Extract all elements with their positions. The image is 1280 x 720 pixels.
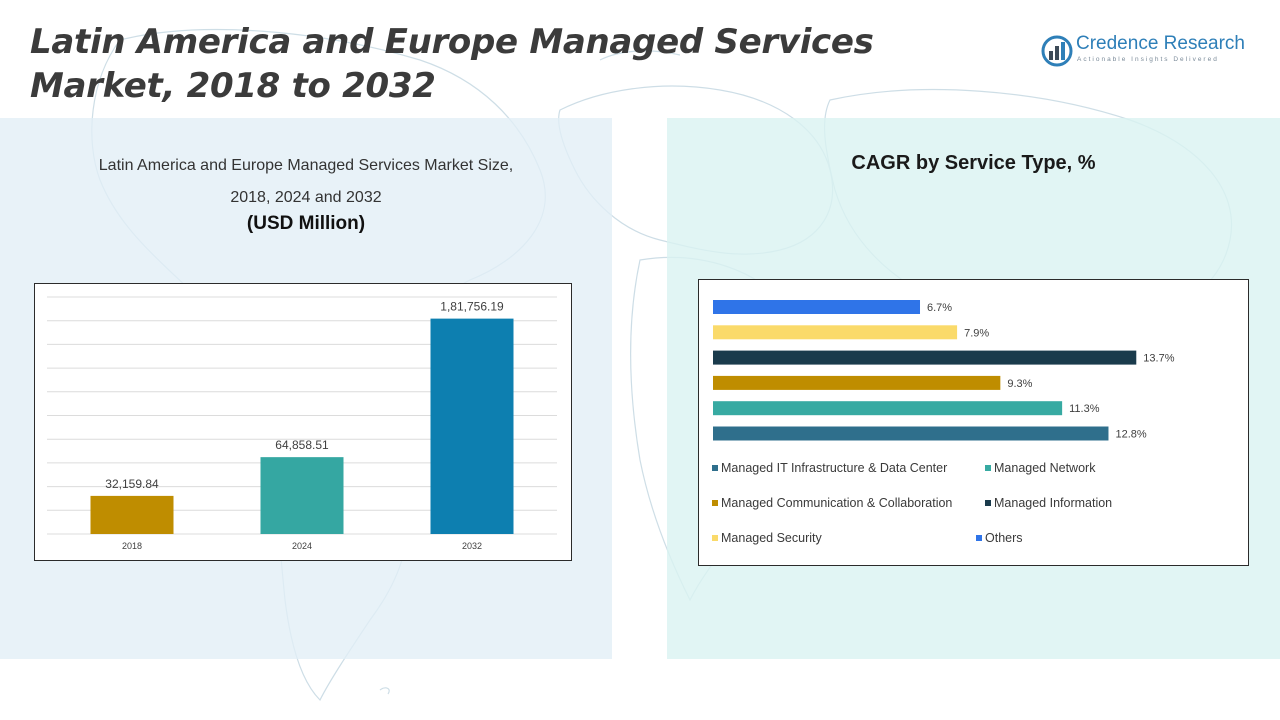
legend-label-managed-info: Managed Information [994, 496, 1113, 510]
hbar-value-label-managed-network: 11.3% [1069, 403, 1100, 415]
cagr-horizontal-bar-chart: 6.7% 7.9% 13.7% 9.3% 11.3% 12.8% [713, 300, 1175, 441]
legend-label-managed-security: Managed Security [721, 531, 822, 545]
legend-item-managed-security: Managed Security [712, 531, 822, 545]
hbar-managed-security [713, 325, 958, 340]
bar-chart-globe-icon [1041, 35, 1073, 67]
market-size-chart-frame: 32,159.84 2018 64,858.51 2024 1,81,756.19 203… [34, 283, 572, 561]
legend-item-others: Others [976, 531, 1023, 545]
credence-research-logo: Credence Research Actionable Insights De… [1040, 32, 1260, 72]
hbar-value-label-managed-security: 7.9% [964, 327, 989, 339]
cagr-chart-title: CAGR by Service Type, % [851, 152, 1096, 174]
hbar-managed-it-infrastructure-data-center [713, 426, 1109, 441]
hbar-managed-network [713, 401, 1063, 416]
hbar-managed-information [713, 350, 1137, 365]
market-size-units: (USD Million) [246, 213, 366, 234]
hbar-value-label-managed-information: 13.7% [1143, 353, 1174, 365]
legend-label-managed-it: Managed IT Infrastructure & Data Center [721, 461, 948, 475]
market-size-title-line2: 2018, 2024 and 2032 [230, 189, 382, 206]
legend-label-others: Others [985, 531, 1023, 545]
legend-item-managed-network: Managed Network [985, 461, 1095, 475]
hbar-others [713, 300, 921, 314]
legend-swatch-managed-network [985, 465, 991, 471]
cagr-chart-frame: 6.7% 7.9% 13.7% 9.3% 11.3% 12.8% [698, 279, 1249, 566]
logo-name: Credence Research [1076, 33, 1245, 54]
legend-label-managed-comm: Managed Communication & Collaboration [721, 496, 953, 510]
legend-swatch-managed-security [712, 535, 718, 541]
bar-value-label-2024: 64,858.51 [275, 438, 329, 452]
legend-swatch-managed-it [712, 465, 718, 471]
legend-swatch-others [976, 535, 982, 541]
x-tick-label-2018: 2018 [122, 541, 142, 551]
hbar-value-label-others: 6.7% [927, 302, 952, 314]
hbar-value-label-managed-communication-collaboration: 9.3% [1007, 378, 1032, 390]
legend-swatch-managed-comm [712, 500, 718, 506]
legend-item-managed-info: Managed Information [985, 496, 1112, 510]
hbar-value-label-managed-it-infrastructure-data-center: 12.8% [1115, 429, 1146, 441]
page-title: Latin America and Europe Managed Service… [30, 22, 874, 106]
logo-tagline: Actionable Insights Delivered [1077, 56, 1219, 63]
market-size-chart-title: Latin America and Europe Managed Service… [30, 150, 582, 237]
legend-item-managed-it: Managed IT Infrastructure & Data Center [712, 461, 947, 475]
market-size-title-line1: Latin America and Europe Managed Service… [98, 157, 514, 174]
x-tick-label-2024: 2024 [292, 541, 312, 551]
bar-value-label-2032: 1,81,756.19 [440, 300, 504, 314]
bar-2024 [260, 457, 344, 534]
hbar-managed-communication-collaboration [713, 375, 1001, 390]
x-tick-label-2032: 2032 [462, 541, 482, 551]
bar-2032 [430, 318, 514, 534]
legend-swatch-managed-info [985, 500, 991, 506]
bar-2018 [90, 495, 174, 534]
legend-label-managed-network: Managed Network [994, 461, 1096, 475]
bar-value-label-2018: 32,159.84 [105, 477, 159, 491]
legend-item-managed-comm: Managed Communication & Collaboration [712, 496, 952, 510]
market-size-bar-chart: 32,159.84 2018 64,858.51 2024 1,81,756.19 203… [47, 296, 557, 551]
